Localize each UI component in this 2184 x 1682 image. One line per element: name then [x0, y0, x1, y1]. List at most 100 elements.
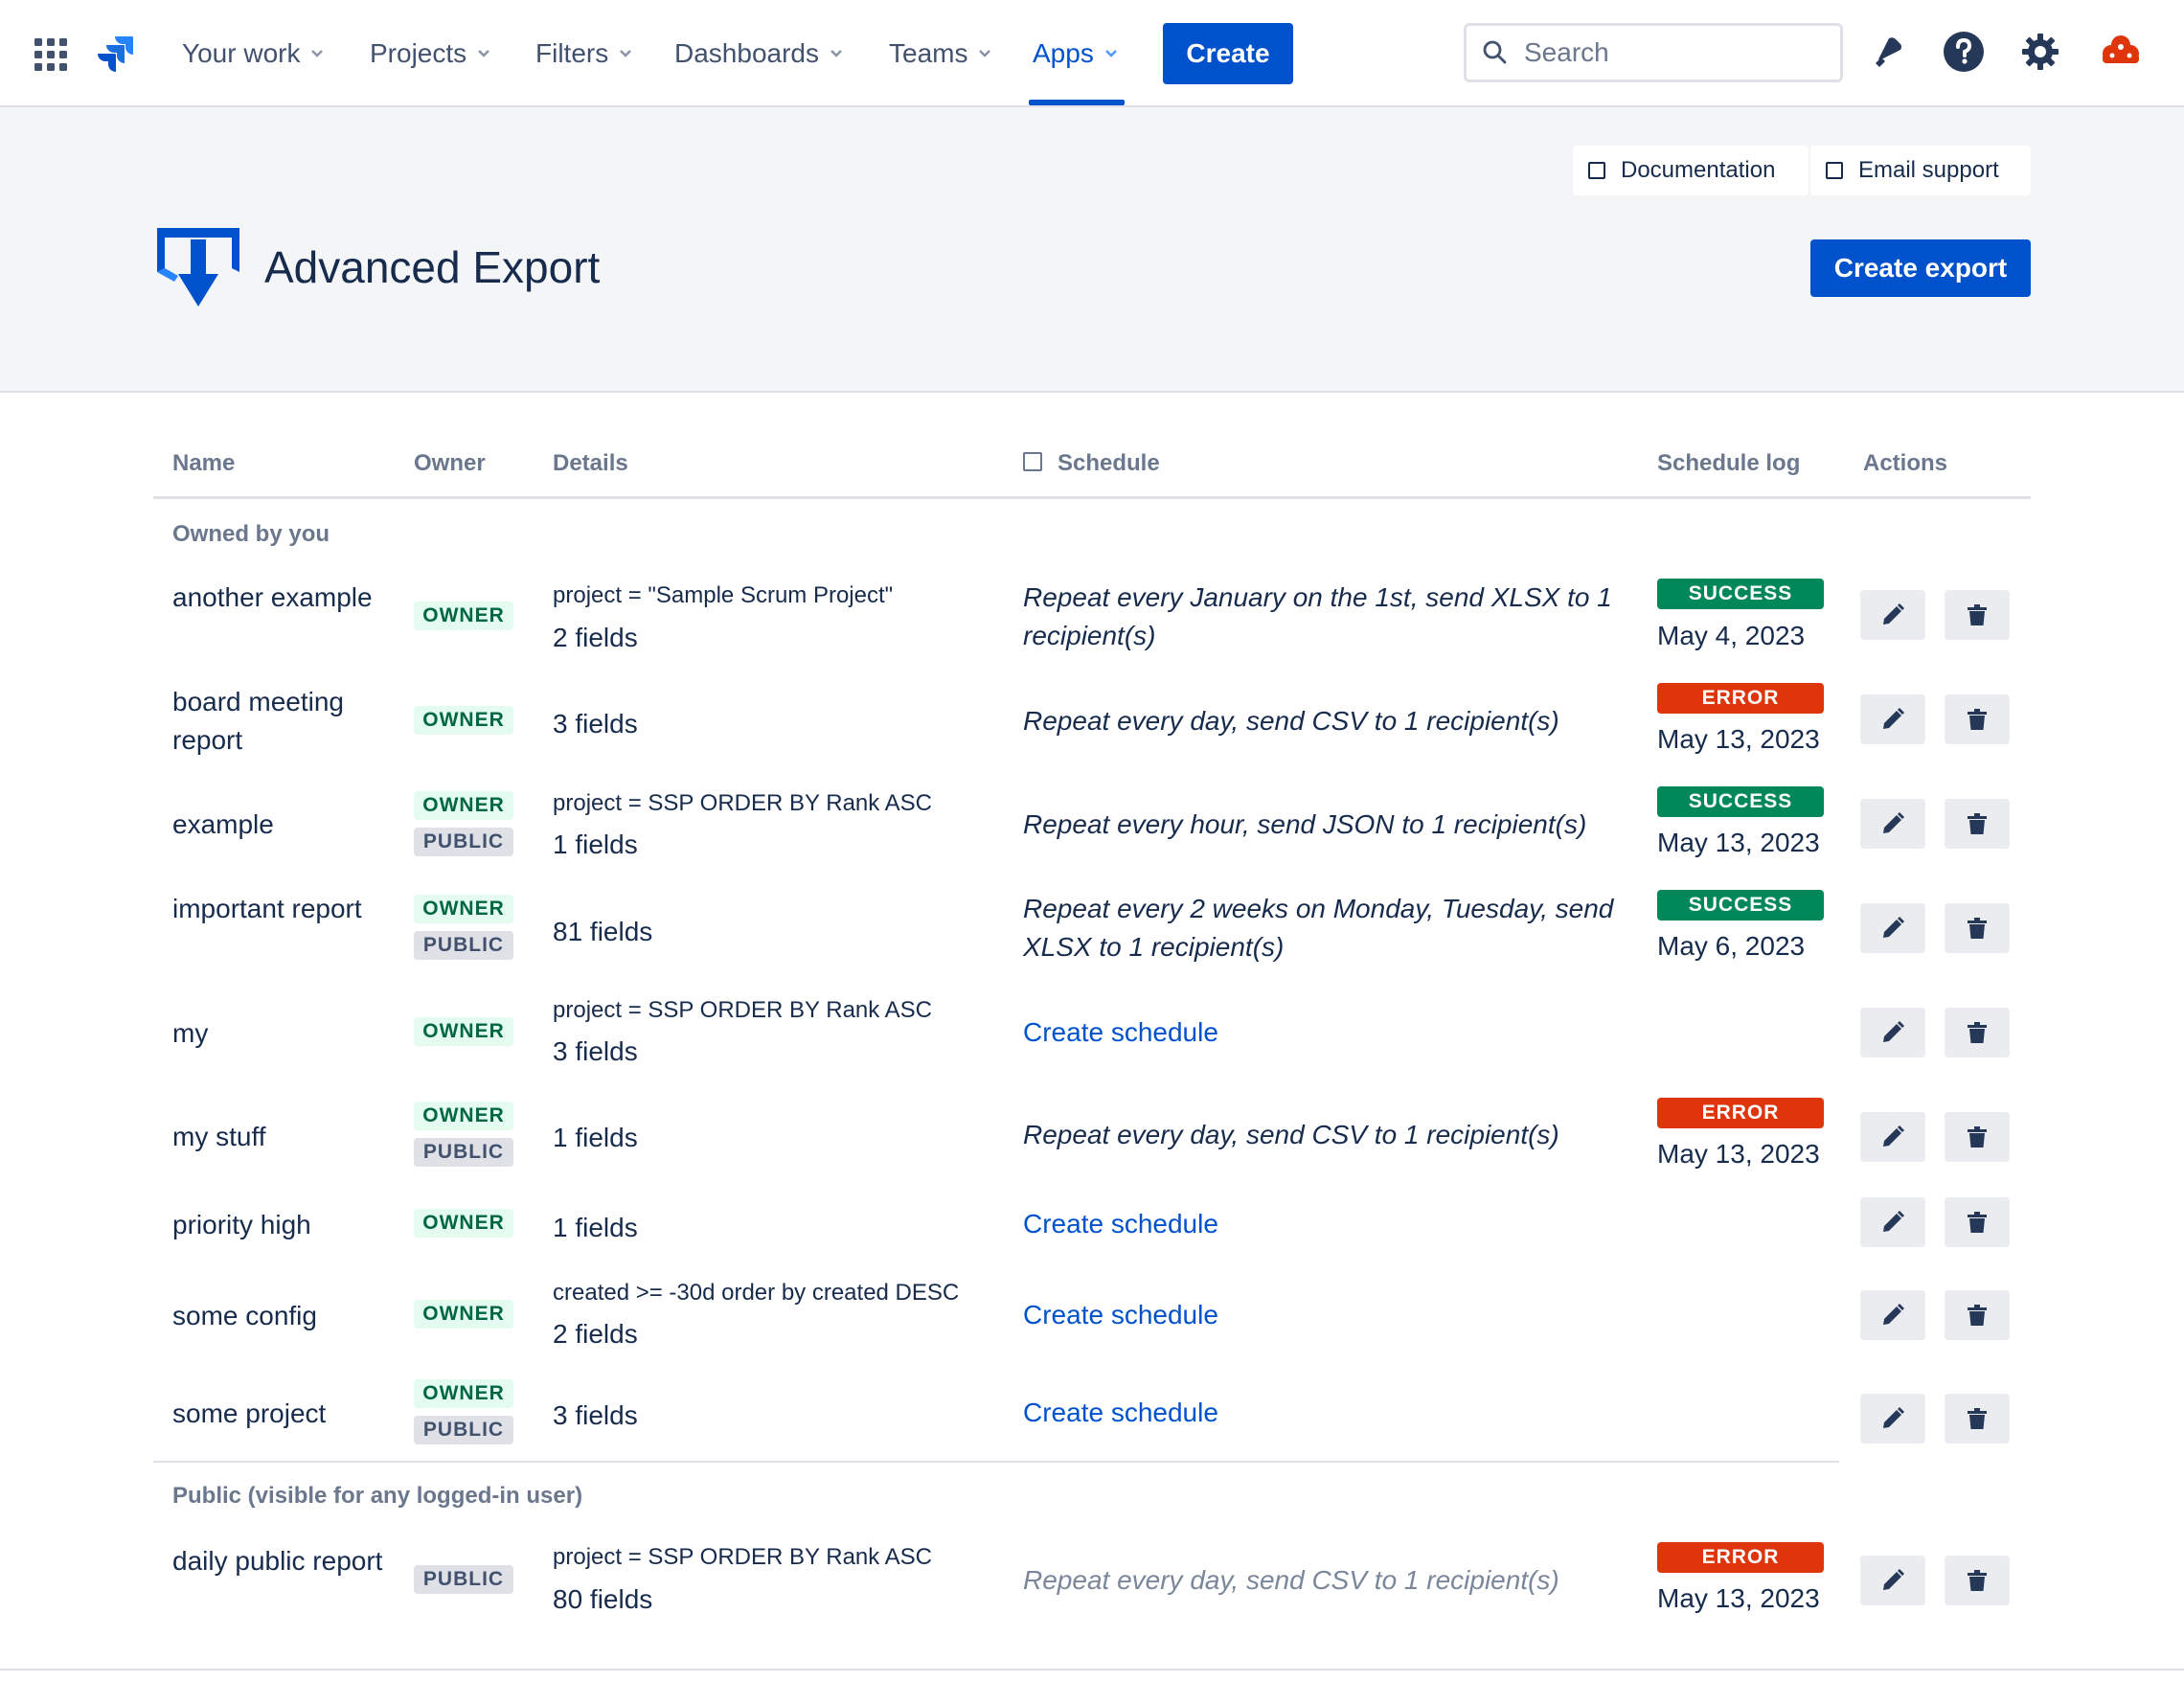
nav-your-work-label: Your work [182, 38, 301, 68]
column-header-actions: Actions [1863, 450, 1948, 476]
edit-button[interactable] [1860, 1556, 1925, 1605]
email-support-label: Email support [1858, 157, 1999, 183]
trash-icon [1968, 1570, 1987, 1591]
table-header-divider [153, 496, 2031, 499]
delete-button[interactable] [1945, 694, 2010, 744]
schedule-description: Repeat every January on the 1st, send XL… [1023, 582, 1612, 650]
edit-button[interactable] [1860, 799, 1925, 849]
pencil-icon [1883, 1569, 1904, 1590]
schedule-description: Repeat every day, send CSV to 1 recipien… [1023, 706, 1559, 736]
schedule-description: Repeat every hour, send JSON to 1 recipi… [1023, 809, 1587, 839]
schedule-info-icon[interactable] [1023, 452, 1042, 471]
help-icon[interactable] [1943, 31, 1985, 73]
trash-icon [1968, 1022, 1987, 1043]
field-count: 1 fields [553, 830, 638, 859]
nav-dashboards-label: Dashboards [674, 38, 819, 68]
edit-button[interactable] [1860, 1008, 1925, 1057]
documentation-label: Documentation [1621, 157, 1776, 183]
jira-logo-icon[interactable] [98, 34, 134, 73]
create-schedule-link[interactable]: Create schedule [1023, 1017, 1218, 1047]
search-input[interactable] [1522, 36, 1813, 69]
owner-badge: OWNER [414, 1017, 513, 1046]
field-count: 1 fields [553, 1213, 638, 1242]
field-count: 80 fields [553, 1584, 653, 1614]
pencil-icon [1883, 1125, 1904, 1147]
section-label-public: Public (visible for any logged-in user) [172, 1483, 583, 1509]
owner-badge: OWNER [414, 791, 513, 820]
create-export-button[interactable]: Create export [1810, 239, 2031, 297]
nav-projects[interactable]: Projects [370, 33, 491, 75]
create-schedule-link[interactable]: Create schedule [1023, 1300, 1218, 1330]
status-badge: SUCCESS [1657, 890, 1824, 921]
public-badge: PUBLIC [414, 828, 513, 856]
create-schedule-link[interactable]: Create schedule [1023, 1209, 1218, 1239]
chevron-down-icon [478, 50, 490, 57]
schedule-description: Repeat every day, send CSV to 1 recipien… [1023, 1565, 1559, 1595]
status-badge: SUCCESS [1657, 579, 1824, 609]
export-name: example [172, 809, 274, 839]
page-bottom-divider [0, 1669, 2184, 1671]
nav-your-work[interactable]: Your work [182, 33, 325, 75]
user-avatar-icon[interactable] [2098, 31, 2144, 73]
column-header-details: Details [553, 450, 628, 476]
delete-button[interactable] [1945, 1197, 2010, 1247]
column-header-name[interactable]: Name [172, 450, 236, 476]
status-badge: ERROR [1657, 1098, 1824, 1128]
search-box[interactable] [1464, 23, 1843, 82]
notifications-icon[interactable] [1866, 31, 1908, 73]
edit-button[interactable] [1860, 903, 1925, 953]
field-count: 3 fields [553, 1036, 638, 1066]
documentation-link[interactable]: Documentation [1573, 146, 1809, 195]
delete-button[interactable] [1945, 1008, 2010, 1057]
column-header-owner: Owner [414, 450, 486, 476]
trash-icon [1968, 709, 1987, 730]
create-schedule-link[interactable]: Create schedule [1023, 1398, 1218, 1427]
nav-apps-label: Apps [1033, 38, 1094, 68]
external-link-icon [1588, 162, 1605, 179]
delete-button[interactable] [1945, 799, 2010, 849]
active-nav-indicator [1029, 100, 1125, 105]
section-divider [153, 1461, 1839, 1463]
owner-badge: OWNER [414, 1300, 513, 1329]
nav-apps[interactable]: Apps [1033, 33, 1119, 75]
column-header-schedule-label: Schedule [1058, 450, 1160, 476]
export-name: some project [172, 1398, 327, 1428]
log-date: May 4, 2023 [1657, 621, 1806, 650]
trash-icon [1968, 1305, 1987, 1326]
edit-button[interactable] [1860, 1290, 1925, 1340]
owner-badge: OWNER [414, 706, 513, 735]
page-title: Advanced Export [264, 242, 601, 292]
nav-teams-label: Teams [889, 38, 968, 68]
edit-button[interactable] [1860, 694, 1925, 744]
delete-button[interactable] [1945, 1290, 2010, 1340]
edit-button[interactable] [1860, 1112, 1925, 1162]
log-date: May 13, 2023 [1657, 724, 1820, 754]
public-badge: PUBLIC [414, 1565, 513, 1594]
pencil-icon [1883, 1211, 1904, 1232]
email-support-link[interactable]: Email support [1810, 146, 2031, 195]
owner-badge: OWNER [414, 1379, 513, 1408]
pencil-icon [1883, 1021, 1904, 1042]
delete-button[interactable] [1945, 1556, 2010, 1605]
nav-filters[interactable]: Filters [535, 33, 633, 75]
owner-badge: OWNER [414, 602, 513, 630]
settings-icon[interactable] [2019, 31, 2061, 73]
export-name: some config [172, 1301, 317, 1330]
edit-button[interactable] [1860, 1394, 1925, 1443]
app-switcher-icon[interactable] [34, 38, 67, 71]
export-name: priority high [172, 1210, 311, 1239]
nav-teams[interactable]: Teams [889, 33, 992, 75]
trash-icon [1968, 813, 1987, 834]
top-navigation: Your work Projects Filters Dashboards Te… [0, 0, 2184, 107]
delete-button[interactable] [1945, 1394, 2010, 1443]
edit-button[interactable] [1860, 1197, 1925, 1247]
nav-dashboards[interactable]: Dashboards [674, 33, 844, 75]
edit-button[interactable] [1860, 590, 1925, 640]
trash-icon [1968, 604, 1987, 625]
delete-button[interactable] [1945, 903, 2010, 953]
delete-button[interactable] [1945, 1112, 2010, 1162]
delete-button[interactable] [1945, 590, 2010, 640]
jql-query: created >= -30d order by created DESC [553, 1280, 960, 1306]
advanced-export-logo-icon [157, 228, 239, 307]
create-button[interactable]: Create [1163, 23, 1293, 84]
